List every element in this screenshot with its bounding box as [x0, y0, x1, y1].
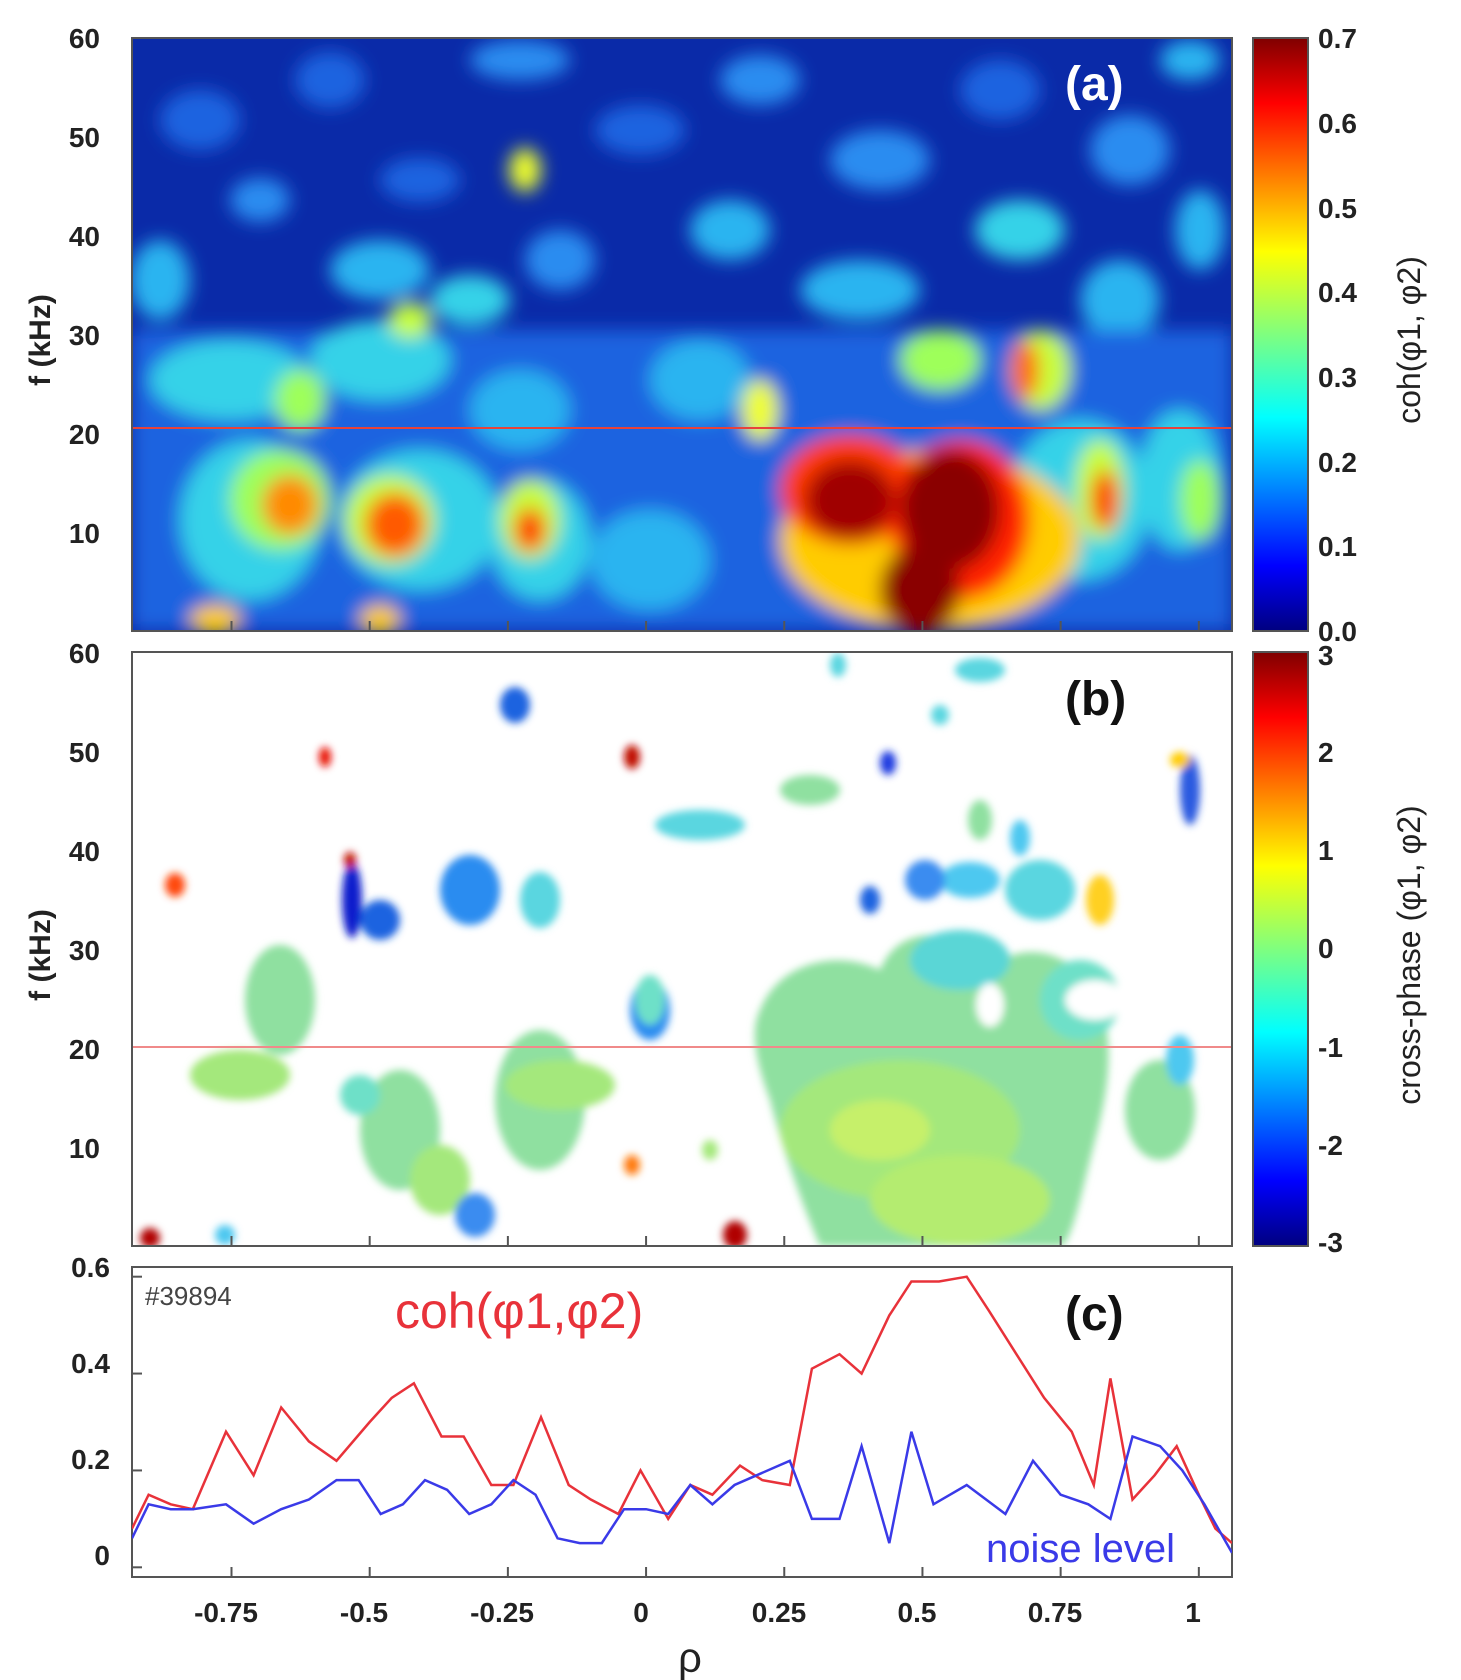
panel-b-ytick: 50 — [69, 737, 100, 768]
panel-a-coherence-map — [132, 40, 1232, 631]
panel-c-xtick: 0.75 — [1028, 1597, 1083, 1628]
colorbar-a-tick: 0.2 — [1318, 447, 1357, 478]
panel-c-label: (c) — [1065, 1288, 1124, 1341]
colorbar-a-tick: 0.6 — [1318, 108, 1357, 139]
colorbar-b-tick: 1 — [1318, 835, 1334, 866]
colorbar-b-tick: 0 — [1318, 933, 1334, 964]
panel-b-y-ticks: 10 20 30 40 50 60 — [69, 638, 100, 1164]
colorbar-b-tick: -2 — [1318, 1130, 1343, 1161]
panel-a-ytick: 10 — [69, 518, 100, 549]
panel-c-ytick: 0.6 — [71, 1252, 110, 1283]
panel-b-ytick: 60 — [69, 638, 100, 669]
colorbar-a-tick: 0.4 — [1318, 277, 1357, 308]
panel-a: (a) 10 20 30 40 50 60 f (kHz) 0.0 0.1 0.… — [24, 23, 1427, 647]
panel-b: (b) 10 20 30 40 50 60 f (kHz) 3 2 1 0 -1… — [24, 638, 1427, 1258]
shot-number: #39894 — [145, 1281, 232, 1311]
panel-a-ytick: 30 — [69, 320, 100, 351]
colorbar-a-tick: 0.1 — [1318, 531, 1357, 562]
panel-c-xtick: -0.75 — [194, 1597, 258, 1628]
panel-a-colorbar-ticks: 0.0 0.1 0.2 0.3 0.4 0.5 0.6 0.7 — [1318, 23, 1357, 647]
colorbar-a-tick: 0.3 — [1318, 362, 1357, 393]
noise-level-line — [132, 1431, 1232, 1554]
panel-c: #39894 coh(φ1,φ2) noise level (c) 0 0.2 … — [71, 1252, 1233, 1680]
panel-a-colorbar — [1252, 37, 1309, 632]
colorbar-a-tick: 0.0 — [1318, 616, 1357, 647]
panel-c-xtick: 0 — [633, 1597, 649, 1628]
colorbar-b-tick: 3 — [1318, 640, 1334, 671]
panel-b-ytick: 30 — [69, 935, 100, 966]
panel-b-ytick: 20 — [69, 1034, 100, 1065]
panel-c-xtick: -0.25 — [470, 1597, 534, 1628]
panel-b-colorbar-ticks: 3 2 1 0 -1 -2 -3 — [1318, 640, 1343, 1258]
panel-b-colorbar-label: cross-phase (φ1, φ2) — [1391, 805, 1427, 1104]
panel-a-colorbar-label: coh(φ1, φ2) — [1391, 256, 1427, 424]
panel-b-ytick: 40 — [69, 836, 100, 867]
noise-level-legend: noise level — [986, 1527, 1175, 1571]
panel-b-label: (b) — [1065, 673, 1126, 726]
colorbar-b-tick: -3 — [1318, 1227, 1343, 1258]
coherence-legend: coh(φ1,φ2) — [395, 1283, 643, 1339]
panel-c-ytick: 0.2 — [71, 1444, 110, 1475]
panel-c-ytick: 0.4 — [71, 1348, 110, 1379]
panel-c-xtick: 1 — [1185, 1597, 1201, 1628]
panel-b-colorbar — [1252, 651, 1309, 1247]
panel-a-ytick: 40 — [69, 221, 100, 252]
panel-a-frame — [131, 37, 1233, 632]
panel-a-ytick: 50 — [69, 122, 100, 153]
x-tick-marks — [132, 621, 1200, 1577]
panel-c-xtick: -0.5 — [340, 1597, 388, 1628]
panel-c-series — [132, 1275, 1232, 1554]
panel-c-frame — [131, 1266, 1233, 1578]
panel-c-ytick: 0 — [94, 1540, 110, 1571]
panel-c-xtick: 0.5 — [898, 1597, 937, 1628]
panel-a-y-ticks: 10 20 30 40 50 60 — [69, 23, 100, 549]
panel-b-ylabel: f (kHz) — [24, 909, 57, 1001]
panel-a-ytick: 20 — [69, 419, 100, 450]
colorbar-b-tick: 2 — [1318, 737, 1334, 768]
panel-c-x-ticks: -0.75 -0.5 -0.25 0 0.25 0.5 0.75 1 — [194, 1597, 1201, 1628]
panel-c-y-ticks: 0 0.2 0.4 0.6 — [71, 1252, 110, 1571]
colorbar-a-tick: 0.7 — [1318, 23, 1357, 54]
panel-c-xtick: 0.25 — [752, 1597, 807, 1628]
panel-a-ylabel: f (kHz) — [24, 294, 57, 386]
panel-b-frame — [131, 651, 1233, 1247]
panel-b-ytick: 10 — [69, 1133, 100, 1164]
panel-a-label: (a) — [1065, 58, 1124, 111]
panel-b-cross-phase-map — [140, 653, 1200, 1246]
panel-a-ytick: 60 — [69, 23, 100, 54]
panel-c-xlabel: ρ — [678, 1634, 702, 1680]
colorbar-b-tick: -1 — [1318, 1032, 1343, 1063]
colorbar-a-tick: 0.5 — [1318, 193, 1357, 224]
coherence-line — [132, 1275, 1232, 1545]
